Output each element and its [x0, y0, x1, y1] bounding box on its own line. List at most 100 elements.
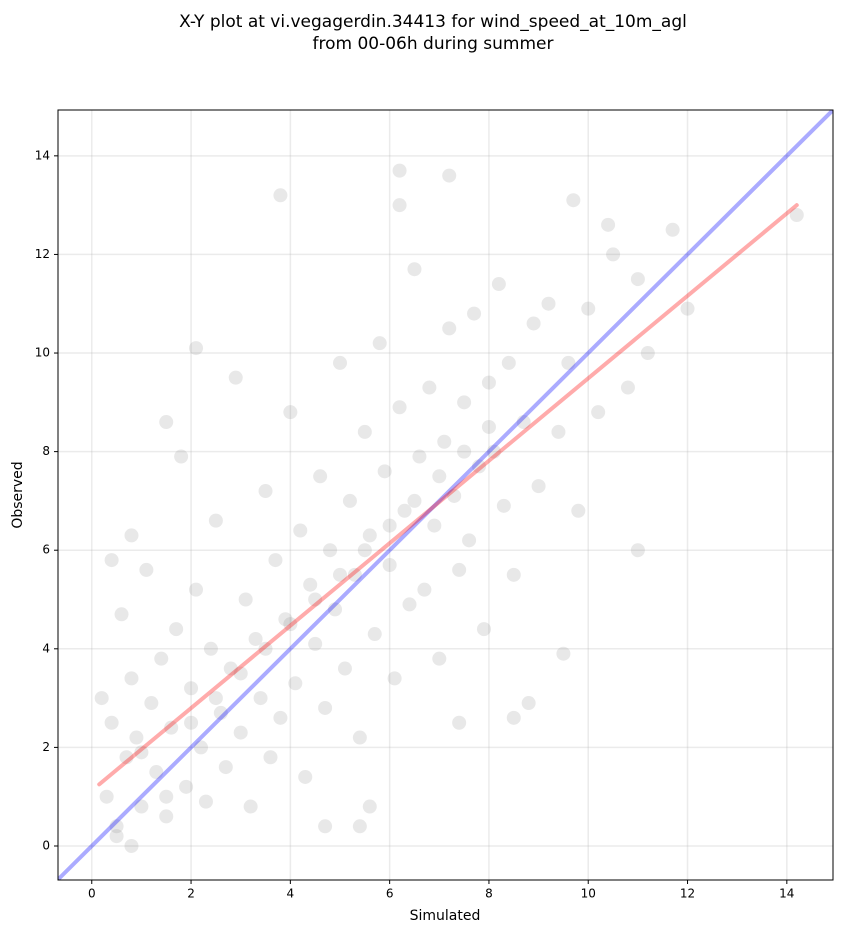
plot-frame — [57, 109, 834, 881]
point — [139, 562, 154, 577]
point — [273, 710, 288, 725]
point — [238, 592, 253, 607]
point — [253, 691, 268, 706]
point — [228, 370, 243, 385]
x-tick-label: 8 — [485, 887, 493, 901]
x-tick-label: 6 — [386, 887, 394, 901]
point — [318, 700, 333, 715]
points — [94, 163, 804, 853]
point — [337, 661, 352, 676]
point — [491, 277, 506, 292]
point — [352, 730, 367, 745]
point — [104, 715, 119, 730]
point — [476, 622, 491, 637]
point — [526, 316, 541, 331]
point — [457, 395, 472, 410]
point — [144, 696, 159, 711]
point — [233, 666, 248, 681]
point — [407, 262, 422, 277]
point — [149, 765, 164, 780]
point — [208, 513, 223, 528]
x-tick-label: 0 — [88, 887, 96, 901]
point — [630, 272, 645, 287]
point — [154, 651, 169, 666]
point — [457, 444, 472, 459]
point — [328, 602, 343, 617]
point — [387, 671, 402, 686]
point — [223, 661, 238, 676]
point — [288, 676, 303, 691]
point — [308, 592, 323, 607]
point — [159, 809, 174, 824]
x-tick-label: 10 — [581, 887, 596, 901]
point — [169, 622, 184, 637]
point — [134, 799, 149, 814]
point — [566, 193, 581, 208]
point — [342, 493, 357, 508]
point — [283, 405, 298, 420]
fit-line — [58, 110, 833, 880]
point — [203, 641, 218, 656]
point — [417, 582, 432, 597]
point — [462, 533, 477, 548]
point — [496, 498, 511, 513]
point — [233, 725, 248, 740]
point — [382, 518, 397, 533]
point — [412, 449, 427, 464]
point — [501, 355, 516, 370]
point — [556, 646, 571, 661]
point — [273, 188, 288, 203]
point — [432, 651, 447, 666]
point — [362, 799, 377, 814]
y-axis-label: Observed — [10, 461, 26, 528]
point — [114, 607, 129, 622]
point — [467, 306, 482, 321]
point — [789, 208, 804, 222]
y-tick-label: 14 — [35, 148, 50, 162]
point — [680, 301, 695, 316]
point — [486, 444, 501, 459]
point — [124, 528, 139, 543]
point — [506, 567, 521, 582]
point — [442, 321, 457, 336]
point — [357, 424, 372, 439]
grid — [58, 110, 833, 880]
point — [630, 543, 645, 558]
point — [392, 163, 407, 178]
lines — [58, 110, 833, 880]
point — [521, 696, 536, 711]
point — [268, 553, 283, 568]
point — [308, 636, 323, 651]
point — [452, 562, 467, 577]
point — [447, 488, 462, 503]
point — [134, 745, 149, 760]
point — [258, 484, 273, 499]
x-axis-label: Simulated — [410, 908, 481, 924]
point — [323, 543, 338, 558]
point — [104, 553, 119, 568]
point — [372, 336, 387, 351]
point — [298, 769, 313, 784]
point — [189, 341, 204, 356]
point — [94, 691, 109, 706]
point — [332, 567, 347, 582]
point — [184, 681, 199, 696]
x-tick-label: 4 — [287, 887, 295, 901]
point — [313, 469, 328, 484]
point — [248, 631, 263, 646]
y-tick-label: 4 — [42, 641, 50, 655]
point — [367, 627, 382, 642]
point — [472, 459, 487, 474]
point — [452, 715, 467, 730]
point — [347, 567, 362, 582]
point — [293, 523, 308, 538]
point — [193, 740, 208, 755]
point — [541, 296, 556, 311]
point — [352, 819, 367, 834]
point — [422, 380, 437, 395]
point — [432, 469, 447, 484]
y-tick-label: 6 — [42, 543, 50, 557]
point — [283, 617, 298, 632]
point — [243, 799, 258, 814]
